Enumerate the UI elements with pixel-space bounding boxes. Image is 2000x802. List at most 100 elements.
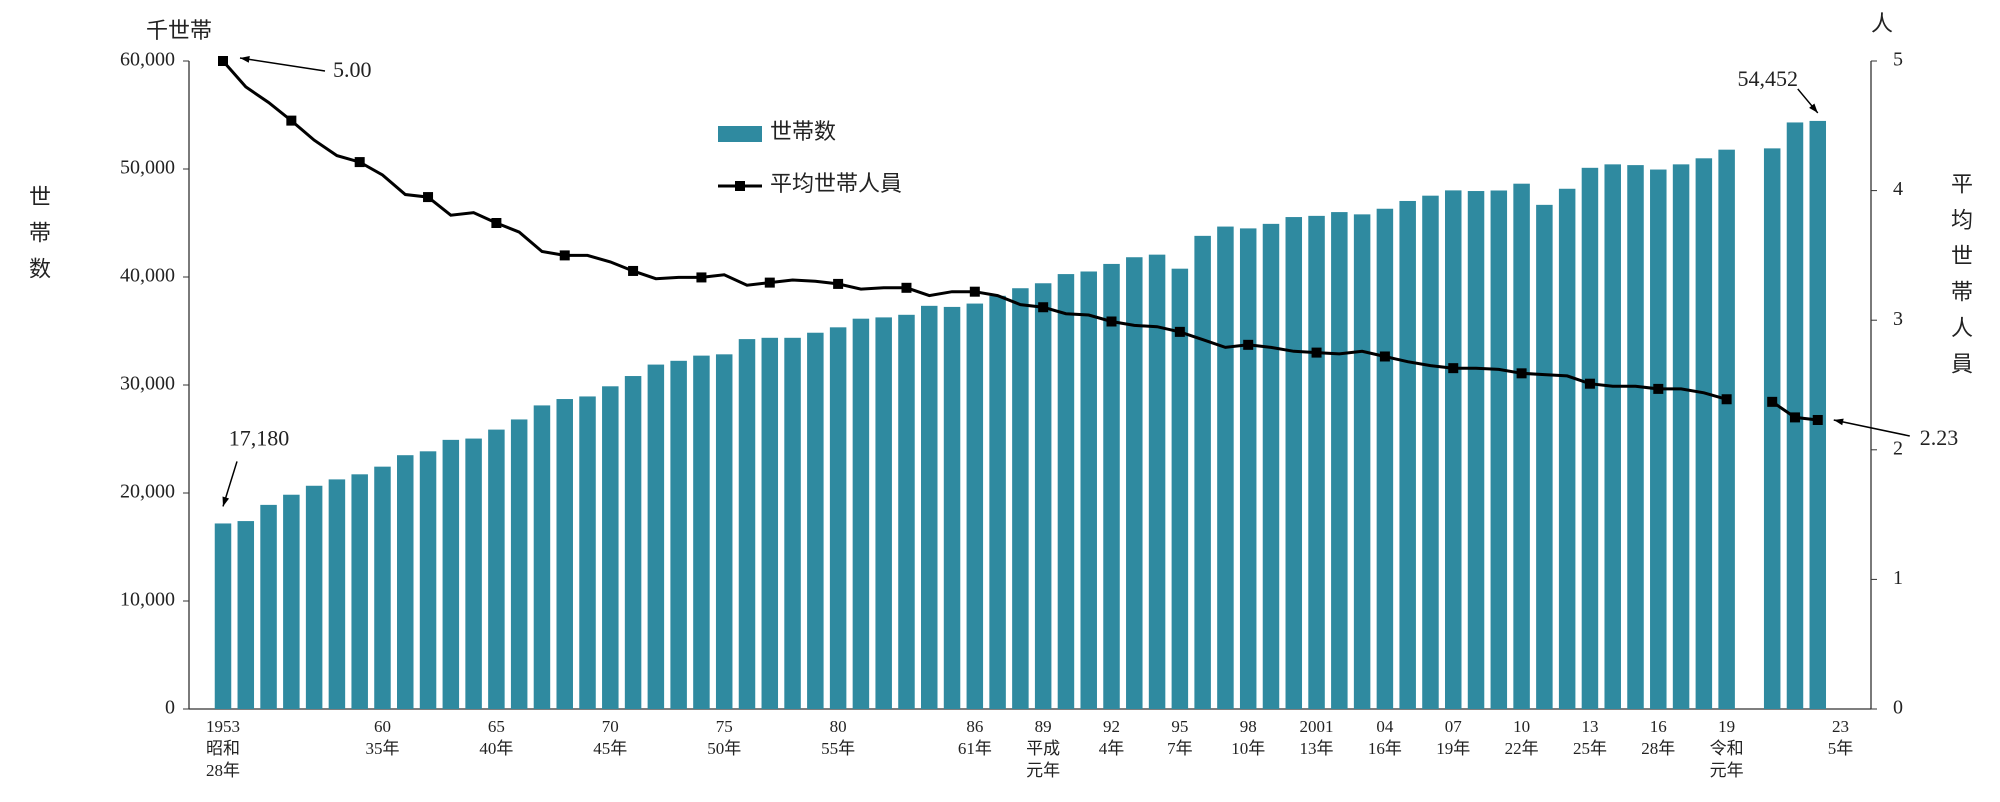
x-tick-label: 65 xyxy=(488,717,505,736)
x-tick-label: 95 xyxy=(1171,717,1188,736)
x-tick-label: 28年 xyxy=(206,761,240,780)
bar xyxy=(1422,195,1439,709)
bar xyxy=(1376,208,1394,709)
bar xyxy=(1650,169,1667,710)
x-tick-label: 4年 xyxy=(1099,739,1125,758)
bar xyxy=(1672,164,1690,709)
x-tick-label: 昭和 xyxy=(206,739,240,758)
bar xyxy=(1695,158,1713,710)
x-tick-label: 70 xyxy=(602,717,619,736)
y2-axis-title: 平均世帯人員 xyxy=(1948,172,1973,388)
x-tick-label: 令和 xyxy=(1710,739,1744,758)
x-tick-label: 55年 xyxy=(821,739,855,758)
line-marker xyxy=(1789,412,1800,423)
bar xyxy=(351,474,368,709)
line-marker xyxy=(1721,394,1732,405)
bar xyxy=(852,318,870,709)
y2-unit: 人 xyxy=(1871,11,1893,36)
x-tick-label: 25年 xyxy=(1573,739,1607,758)
bar xyxy=(1057,274,1075,709)
annotation-arrow xyxy=(1833,419,1910,437)
bar xyxy=(1171,268,1189,709)
y2-tick-label: 2 xyxy=(1893,437,1903,459)
arrow-head xyxy=(1833,418,1844,426)
x-tick-label: 19 xyxy=(1718,717,1735,736)
line-marker xyxy=(833,278,844,289)
data-label: 5.00 xyxy=(333,57,372,82)
bar xyxy=(510,419,528,709)
legend-label: 世帯数 xyxy=(770,119,836,144)
bar xyxy=(488,429,505,709)
line-marker xyxy=(1448,363,1459,374)
x-tick-label: 80 xyxy=(830,717,847,736)
bar xyxy=(1194,235,1211,710)
x-tick-label: 元年 xyxy=(1710,761,1744,780)
x-tick-label: 35年 xyxy=(365,739,399,758)
bar xyxy=(1467,191,1485,710)
bar xyxy=(465,438,482,709)
legend-swatch xyxy=(718,126,762,142)
line-marker xyxy=(764,277,775,288)
bar xyxy=(305,485,323,709)
bar xyxy=(829,327,847,709)
line-marker xyxy=(1653,383,1664,394)
bar xyxy=(1126,257,1143,709)
bar xyxy=(397,455,414,709)
bar xyxy=(1148,254,1166,710)
line-marker xyxy=(1379,351,1390,362)
bar xyxy=(556,399,573,709)
y2-tick-label: 0 xyxy=(1893,697,1903,719)
bar xyxy=(1490,190,1508,709)
legend-marker xyxy=(735,181,745,191)
line-marker xyxy=(423,192,434,203)
line-marker xyxy=(218,56,228,66)
bar xyxy=(1239,228,1257,709)
line-marker xyxy=(1038,302,1049,313)
bar xyxy=(1399,200,1416,709)
y2-tick-label: 4 xyxy=(1893,178,1903,200)
annotation-arrow xyxy=(239,57,326,72)
line-marker xyxy=(491,218,502,228)
line-marker xyxy=(1174,326,1185,337)
bar xyxy=(1285,217,1303,709)
data-label: 54,452 xyxy=(1738,66,1799,91)
bar xyxy=(966,303,984,709)
arrow-head xyxy=(1809,103,1818,113)
line-marker xyxy=(1311,347,1322,358)
bar xyxy=(738,339,756,709)
bar xyxy=(647,364,665,709)
bar xyxy=(237,521,255,709)
bar xyxy=(1513,183,1530,710)
bar xyxy=(1034,283,1052,709)
arrow-head xyxy=(240,56,250,63)
x-tick-label: 61年 xyxy=(958,739,992,758)
line-marker xyxy=(628,265,639,276)
x-tick-label: 07 xyxy=(1445,717,1463,736)
x-tick-label: 2001 xyxy=(1300,717,1334,736)
line-marker xyxy=(354,157,365,168)
y-tick-label: 10,000 xyxy=(120,589,175,611)
bar xyxy=(1012,288,1029,709)
bar xyxy=(374,466,391,709)
x-tick-label: 7年 xyxy=(1167,739,1193,758)
x-tick-label: 10年 xyxy=(1231,739,1265,758)
bar xyxy=(328,479,346,709)
bar xyxy=(442,439,460,709)
x-tick-label: 22年 xyxy=(1505,739,1539,758)
line-marker xyxy=(1767,396,1778,407)
x-tick-label: 04 xyxy=(1376,717,1394,736)
bar xyxy=(1718,149,1735,710)
bar xyxy=(283,494,300,709)
bar xyxy=(1536,204,1553,709)
y-tick-label: 40,000 xyxy=(120,265,175,287)
y-axis-title: 世帯数 xyxy=(26,185,51,293)
bar xyxy=(1331,212,1348,710)
x-tick-label: 89 xyxy=(1035,717,1052,736)
y2-tick-label: 5 xyxy=(1893,49,1903,71)
bar xyxy=(579,396,596,709)
line-marker xyxy=(286,115,297,126)
bar xyxy=(419,451,437,709)
bar xyxy=(875,317,892,709)
bar xyxy=(602,386,619,709)
y-tick-label: 30,000 xyxy=(120,373,175,395)
